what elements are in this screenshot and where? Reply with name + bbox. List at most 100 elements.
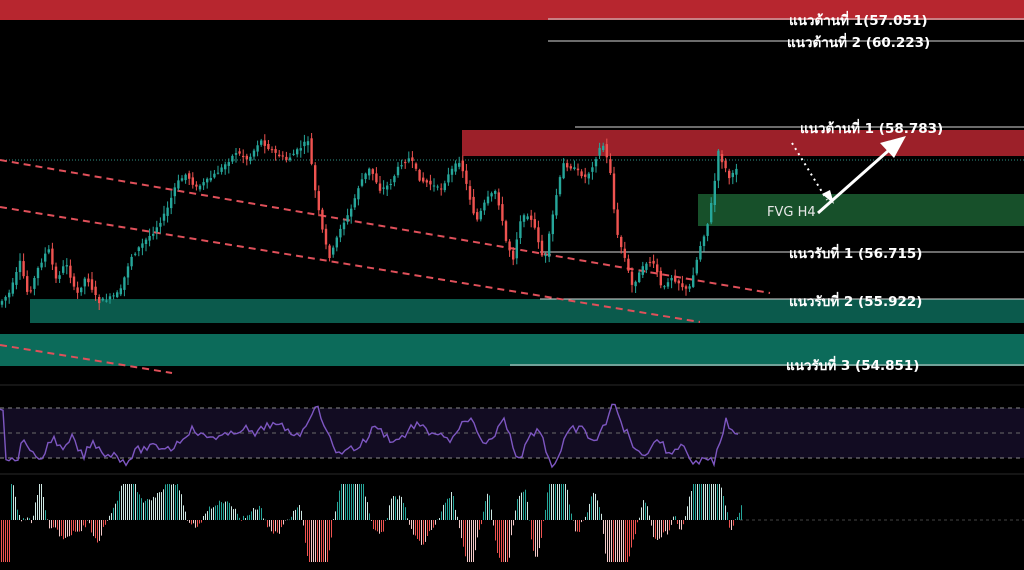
candle-body bbox=[375, 173, 378, 183]
trendline-bottom bbox=[0, 344, 173, 374]
candle-body bbox=[112, 295, 115, 297]
histogram-bar bbox=[433, 520, 434, 528]
histogram-bar bbox=[189, 520, 190, 523]
level-label-s3: แนวรับที่ 3 (54.851) bbox=[786, 355, 919, 374]
histogram-bar bbox=[325, 520, 326, 562]
candle-body bbox=[134, 253, 137, 255]
histogram-bar bbox=[535, 520, 536, 557]
histogram-bar bbox=[533, 520, 534, 551]
histogram-bar bbox=[323, 520, 324, 562]
candle-body bbox=[465, 170, 468, 184]
candle-body bbox=[684, 286, 688, 289]
histogram-bar bbox=[543, 520, 544, 522]
candle-body bbox=[350, 208, 353, 217]
candle-body bbox=[249, 156, 252, 161]
histogram-bar bbox=[501, 520, 502, 562]
histogram-bar bbox=[347, 484, 348, 520]
candle-body bbox=[479, 210, 482, 220]
histogram-bar bbox=[483, 511, 484, 520]
candle-body bbox=[422, 177, 425, 182]
candle-body bbox=[414, 163, 418, 169]
histogram-bar bbox=[531, 520, 532, 540]
candle-body bbox=[76, 287, 79, 293]
histogram-bar bbox=[567, 489, 568, 520]
histogram-bar bbox=[49, 520, 50, 529]
candle-body bbox=[213, 173, 216, 178]
histogram-bar bbox=[241, 520, 242, 521]
histogram-bar bbox=[437, 519, 438, 520]
histogram-bar bbox=[215, 505, 216, 520]
histogram-bar bbox=[251, 511, 252, 520]
histogram-bar bbox=[67, 520, 68, 537]
candle-body bbox=[260, 140, 263, 145]
candle-body bbox=[44, 253, 47, 262]
histogram-bar bbox=[51, 520, 52, 529]
candle-body bbox=[393, 176, 396, 183]
histogram-bar bbox=[227, 501, 228, 520]
histogram-bar bbox=[19, 515, 20, 520]
histogram-bar bbox=[213, 507, 214, 520]
histogram-bar bbox=[409, 520, 410, 525]
histogram-bar bbox=[697, 484, 698, 520]
histogram-bar bbox=[391, 498, 392, 520]
candle-body bbox=[227, 162, 230, 166]
histogram-bar bbox=[319, 520, 320, 562]
histogram-bar bbox=[21, 520, 22, 522]
candle-body bbox=[724, 160, 727, 169]
level-label-s2: แนวรับที่ 2 (55.922) bbox=[789, 291, 922, 310]
histogram-bar bbox=[3, 520, 4, 562]
candle-body bbox=[371, 169, 374, 174]
histogram-bar bbox=[675, 516, 676, 520]
histogram-bar bbox=[739, 512, 740, 520]
histogram-bar bbox=[307, 520, 308, 556]
histogram-bar bbox=[135, 484, 136, 520]
candle-body bbox=[296, 149, 299, 155]
candle-body bbox=[267, 144, 270, 149]
histogram-bar bbox=[373, 520, 374, 530]
candle-body bbox=[396, 166, 400, 176]
support-zone-2 bbox=[30, 299, 1024, 323]
candle-body bbox=[306, 141, 310, 146]
histogram-bar bbox=[551, 484, 552, 520]
histogram-bar bbox=[441, 511, 442, 520]
histogram-bar bbox=[39, 484, 40, 520]
histogram-bar bbox=[393, 496, 394, 520]
candle-body bbox=[591, 167, 594, 172]
histogram-bar bbox=[593, 492, 594, 520]
histogram-bar bbox=[369, 513, 370, 520]
candle-body bbox=[404, 162, 407, 164]
histogram-bar bbox=[297, 507, 298, 520]
histogram-bar bbox=[249, 514, 250, 520]
histogram-bar bbox=[581, 520, 582, 523]
histogram-bar bbox=[603, 520, 604, 534]
histogram-bar bbox=[607, 520, 608, 562]
histogram-bar bbox=[211, 508, 212, 520]
candle-body bbox=[566, 163, 569, 168]
candle-body bbox=[551, 214, 554, 235]
histogram-bar bbox=[541, 520, 542, 538]
histogram-bar bbox=[99, 520, 100, 541]
histogram-bar bbox=[565, 484, 566, 520]
histogram-bar bbox=[377, 520, 378, 532]
level-lines bbox=[510, 18, 1024, 366]
histogram-bar bbox=[53, 520, 54, 528]
histogram-bar bbox=[443, 504, 444, 520]
histogram-bar bbox=[481, 520, 482, 525]
histogram-bar bbox=[691, 491, 692, 520]
candle-body bbox=[526, 216, 529, 220]
histogram-bar bbox=[285, 520, 286, 521]
candle-body bbox=[170, 197, 173, 209]
histogram-bar bbox=[191, 520, 192, 525]
candle-body bbox=[209, 178, 212, 181]
histogram-bar bbox=[131, 484, 132, 520]
candle-body bbox=[191, 177, 194, 185]
histogram-bar bbox=[411, 520, 412, 529]
histogram-bar bbox=[33, 515, 34, 520]
histogram-bar bbox=[275, 520, 276, 532]
histogram-bar bbox=[629, 520, 630, 557]
candle-body bbox=[339, 228, 342, 238]
histogram-bar bbox=[643, 500, 644, 520]
histogram-bar bbox=[685, 516, 686, 520]
histogram-bar bbox=[611, 520, 612, 562]
